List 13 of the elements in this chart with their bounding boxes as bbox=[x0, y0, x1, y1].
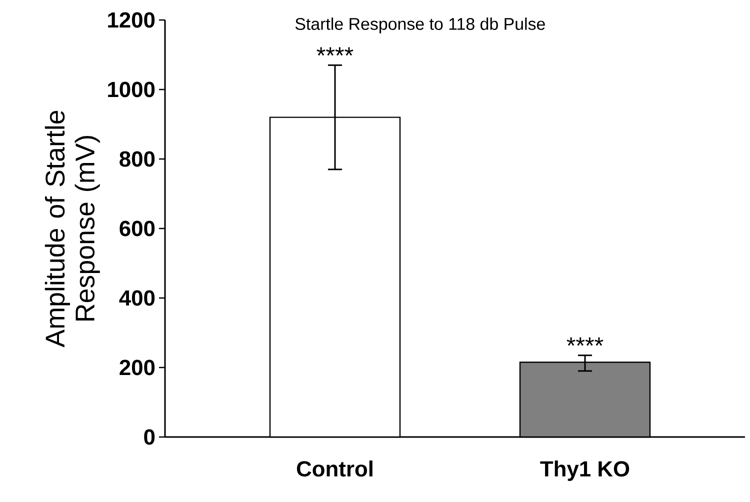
x-tick-label: Thy1 KO bbox=[540, 460, 630, 481]
y-tick-label: 1000 bbox=[108, 82, 155, 98]
y-tick-label: 600 bbox=[120, 220, 155, 236]
y-tick-label: 200 bbox=[120, 360, 155, 376]
x-tick-label: Control bbox=[296, 460, 372, 477]
y-tick-label: 400 bbox=[119, 290, 155, 306]
annotation: **** bbox=[566, 337, 604, 346]
chart-title: Startle Response to 118 db Pulse bbox=[295, 18, 545, 34]
annotation: **** bbox=[316, 47, 354, 56]
y-tick-label: 1200 bbox=[108, 12, 155, 28]
y-tick-label: 800 bbox=[120, 151, 155, 167]
y-axis-title: Amplitude of Startle Response (mV) bbox=[44, 110, 100, 348]
y-tick-label: 0 bbox=[144, 429, 155, 445]
